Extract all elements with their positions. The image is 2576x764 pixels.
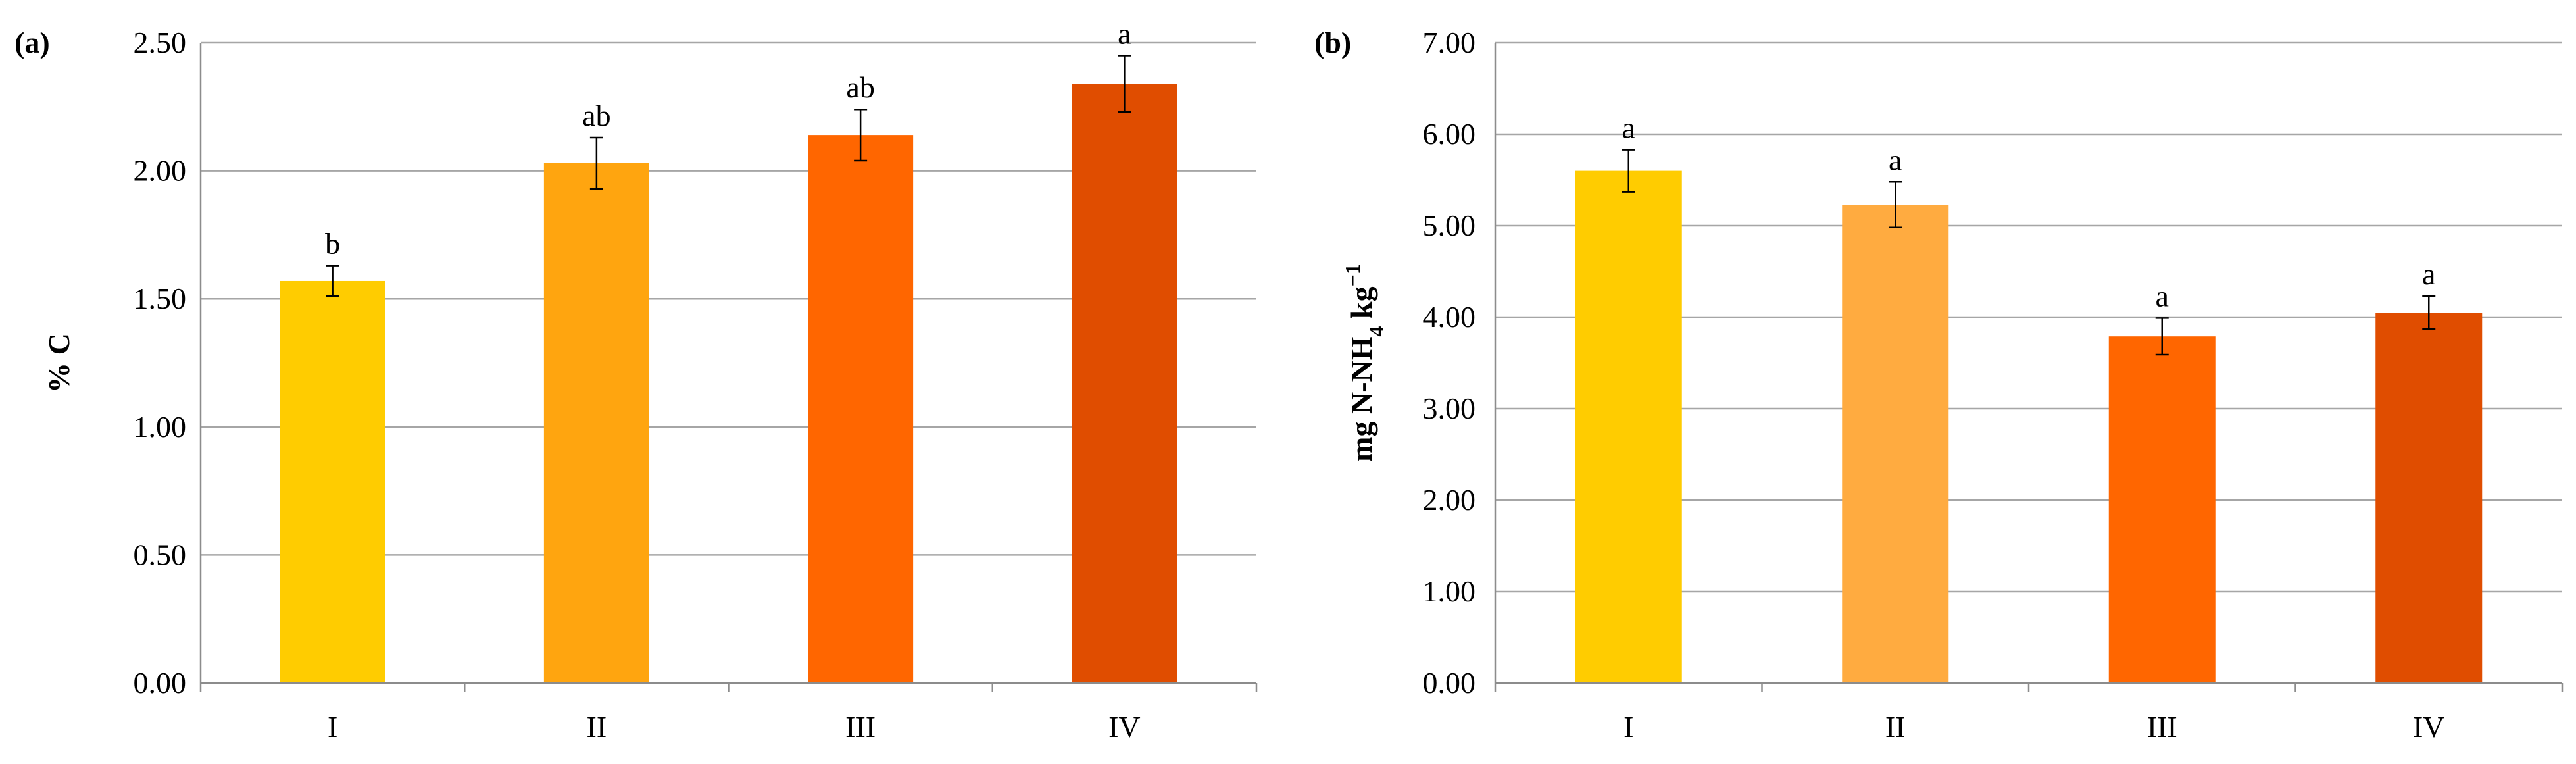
y-tick-label: 4.00 [1423,300,1476,334]
x-tick-label: IV [2413,710,2445,744]
y-tick-label: 7.00 [1423,26,1476,59]
significance-letter: ab [582,99,610,132]
y-tick-label: 2.00 [134,154,187,188]
bar-III [2108,336,2216,683]
significance-letter: b [325,227,340,261]
x-tick-label: III [2147,710,2177,744]
x-tick-label: III [845,710,876,744]
significance-letter: a [1889,143,1902,176]
x-tick-label: I [328,710,337,744]
x-tick-label: II [587,710,607,744]
bar-II [1842,205,1949,683]
bar-II [543,163,649,683]
chart-panel-b: (b) 0.00 1.00 2.00 3.00 4.00 5.00 6.00 7.00 a Ia II… [1314,26,2564,744]
x-tick-label: II [1885,710,1906,744]
y-tick-label: 0.50 [134,538,187,571]
error-bar-IV [2422,295,2436,330]
y-tick-label: 6.00 [1423,117,1476,151]
bar-III [808,135,914,683]
error-bar-I [326,265,339,297]
y-tick-label: 1.00 [134,410,187,444]
panel-label: (a) [14,26,50,59]
bar-I [280,280,385,683]
y-tick-label: 0.00 [1423,666,1476,700]
significance-letter: ab [846,70,874,104]
chart-panel-a: (a) 0.00 0.50 1.00 1.50 2.00 2.50 b Iab II ab III a I… [14,16,1258,744]
significance-letter: a [1622,111,1635,145]
y-axis-title: mg N-NH4 kg−1 [1341,264,1388,462]
bar-IV [1072,84,1177,684]
error-bar-III [2155,317,2169,356]
y-axis-title: % C [42,333,76,393]
x-tick-label: IV [1108,710,1141,744]
bar-IV [2375,313,2483,683]
error-bar-III [854,108,868,162]
bar-I [1575,170,1682,684]
error-bar-II [589,136,603,190]
significance-letter: a [2422,257,2435,291]
y-tick-label: 1.00 [1423,574,1476,608]
y-tick-label: 5.00 [1423,209,1476,242]
error-bar-I [1622,149,1635,193]
y-tick-label: 2.00 [1423,483,1476,517]
x-tick-label: I [1623,710,1633,744]
error-bar-II [1889,181,1902,229]
y-tick-label: 0.00 [134,666,187,700]
panel-label: (b) [1314,26,1351,59]
y-tick-label: 2.50 [134,26,187,59]
significance-letter: a [2156,279,2169,313]
error-bar-IV [1118,55,1131,113]
significance-letter: a [1118,16,1131,50]
y-tick-label: 1.50 [134,282,187,315]
y-tick-label: 3.00 [1423,392,1476,425]
